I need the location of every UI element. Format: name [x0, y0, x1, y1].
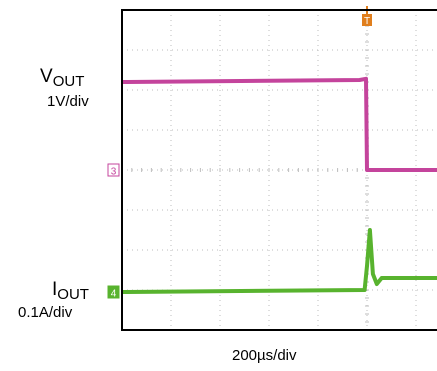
- trace-vout: [121, 76, 437, 172]
- marker-label-iout: 4: [111, 289, 117, 300]
- markers: 3 4 T: [107, 6, 372, 300]
- trigger-marker-box: [362, 14, 372, 26]
- x-scale-label: 200µs/div: [232, 347, 297, 364]
- vout-label-main: V: [40, 66, 53, 87]
- vout-label: VOUT: [40, 67, 84, 89]
- trigger-marker-label: T: [364, 16, 370, 27]
- trace-iout: [121, 228, 437, 294]
- iout-scale: 0.1A/div: [18, 304, 73, 321]
- marker-label-vout: 3: [111, 167, 117, 178]
- marker-box-iout: [107, 285, 120, 299]
- scope-frame: [121, 9, 437, 331]
- marker-box-vout: [107, 163, 120, 177]
- vout-scale: 1V/div: [47, 93, 89, 110]
- iout-label: IOUT: [52, 280, 89, 302]
- iout-label-main: I: [52, 279, 58, 300]
- traces: [121, 76, 437, 294]
- vout-label-sub: OUT: [52, 73, 85, 90]
- iout-label-sub: OUT: [57, 286, 89, 303]
